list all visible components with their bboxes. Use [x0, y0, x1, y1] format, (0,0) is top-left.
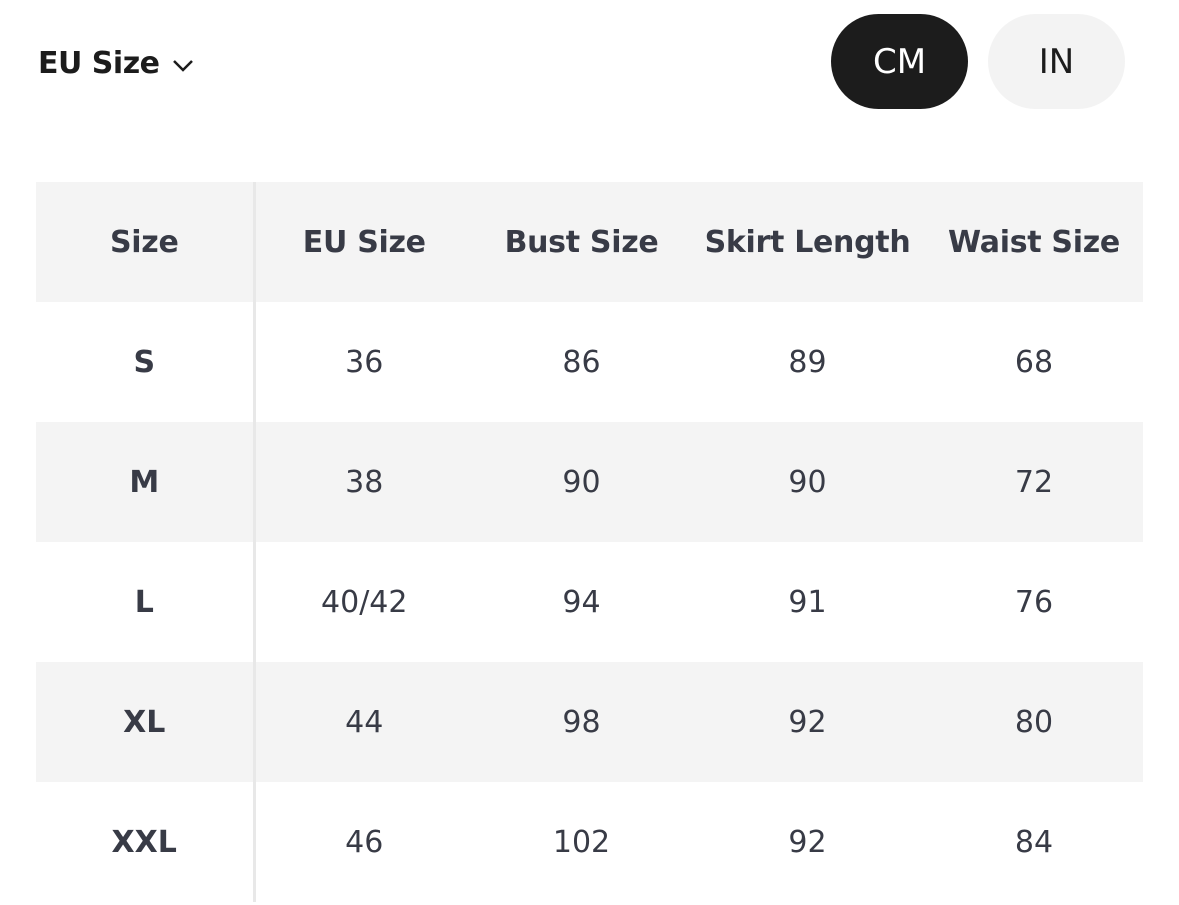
size-chart-table: Size EU Size Bust Size Skirt Length Wais…	[36, 182, 1145, 902]
size-system-label: EU Size	[38, 45, 160, 81]
cell-bust-size: 94	[562, 584, 601, 620]
unit-in-button[interactable]: IN	[988, 14, 1125, 109]
table-row: XXL 46 102 92 84	[36, 782, 1143, 902]
cell-eu-size: 44	[345, 704, 384, 740]
header-waist-size: Waist Size	[948, 224, 1120, 260]
cell-size: XXL	[36, 782, 256, 902]
cell-bust-size: 90	[562, 464, 601, 500]
cell-skirt-length: 92	[788, 824, 827, 860]
cell-waist-size: 72	[1014, 464, 1054, 500]
cell-skirt-length: 90	[788, 464, 827, 500]
cell-eu-size: 40/42	[321, 584, 408, 620]
header-size: Size	[36, 182, 256, 302]
table-row: M 38 90 90 72	[36, 422, 1143, 542]
cell-eu-size: 46	[345, 824, 384, 860]
cell-waist-size: 80	[1014, 704, 1054, 740]
cell-eu-size: 38	[345, 464, 384, 500]
table-header-row: Size EU Size Bust Size Skirt Length Wais…	[36, 182, 1143, 302]
size-system-dropdown[interactable]: EU Size	[38, 40, 194, 86]
cell-skirt-length: 91	[788, 584, 827, 620]
unit-cm-button[interactable]: CM	[831, 14, 968, 109]
header-skirt-length: Skirt Length	[704, 224, 911, 260]
table-row: XL 44 98 92 80	[36, 662, 1143, 782]
cell-waist-size: 84	[1014, 824, 1054, 860]
chevron-down-icon	[172, 60, 193, 72]
header-bust-size: Bust Size	[504, 224, 659, 260]
cell-bust-size: 102	[552, 824, 611, 860]
cell-bust-size: 86	[562, 344, 601, 380]
cell-size: M	[36, 422, 256, 542]
cell-eu-size: 36	[345, 344, 384, 380]
cell-skirt-length: 89	[788, 344, 827, 380]
cell-waist-size: 76	[1014, 584, 1054, 620]
cell-bust-size: 98	[562, 704, 601, 740]
cell-size: S	[36, 302, 256, 422]
table-row: S 36 86 89 68	[36, 302, 1143, 422]
cell-skirt-length: 92	[788, 704, 827, 740]
table-row: L 40/42 94 91 76	[36, 542, 1143, 662]
cell-waist-size: 68	[1014, 344, 1054, 380]
cell-size: L	[36, 542, 256, 662]
header-eu-size: EU Size	[302, 224, 426, 260]
cell-size: XL	[36, 662, 256, 782]
